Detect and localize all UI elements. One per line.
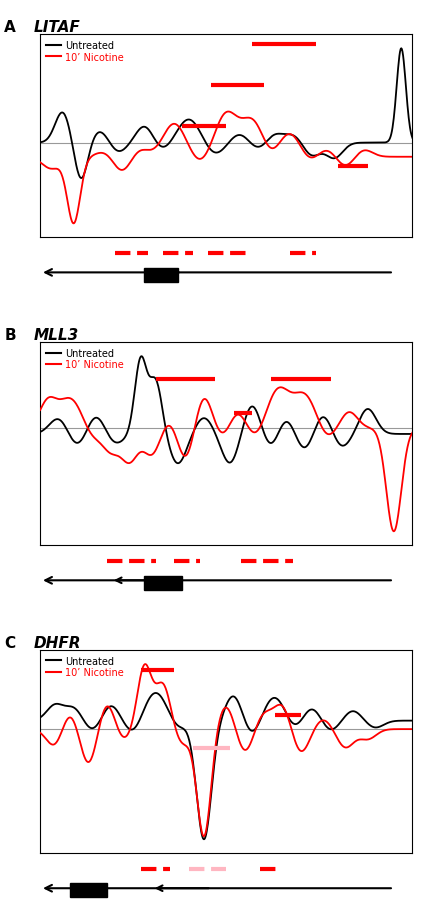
Bar (70, 883, 107, 897)
Text: MLL3: MLL3 (33, 327, 79, 343)
Text: C: C (4, 635, 15, 650)
Legend: Untreated, 10’ Nicotine: Untreated, 10’ Nicotine (45, 347, 125, 371)
Bar (144, 268, 178, 282)
Text: LITAF: LITAF (33, 20, 80, 35)
Legend: Untreated, 10’ Nicotine: Untreated, 10’ Nicotine (45, 655, 125, 678)
Text: B: B (4, 327, 16, 343)
Legend: Untreated, 10’ Nicotine: Untreated, 10’ Nicotine (45, 40, 125, 63)
Text: A: A (4, 20, 16, 35)
Bar (144, 575, 181, 590)
Text: DHFR: DHFR (33, 635, 81, 650)
